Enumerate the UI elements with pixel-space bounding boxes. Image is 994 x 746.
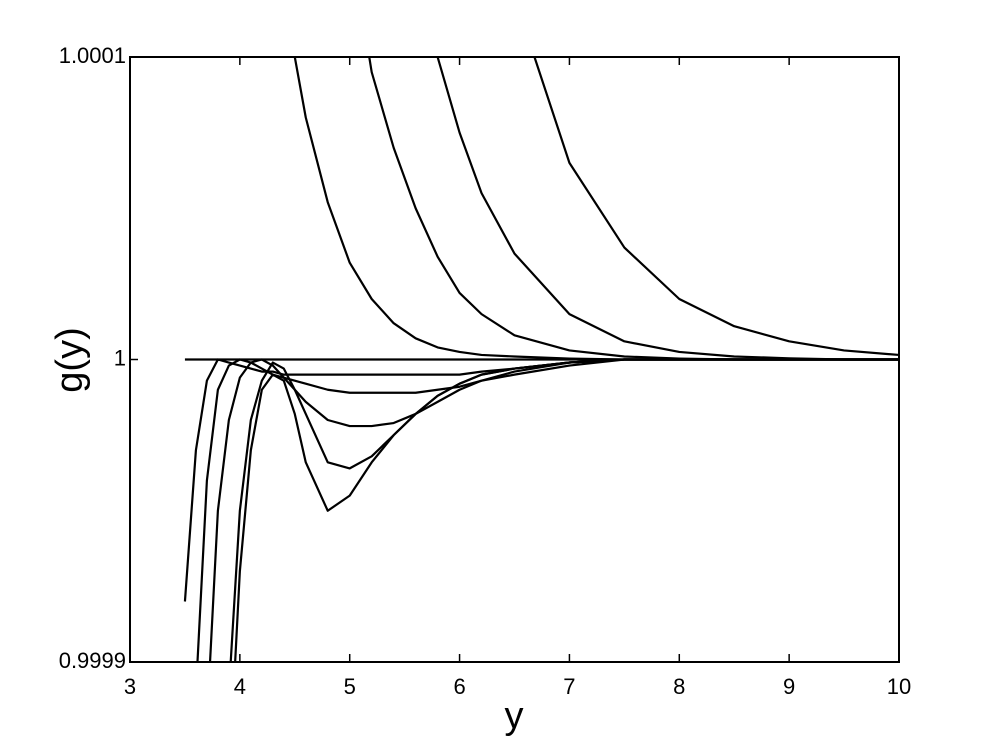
x-tick-label: 5 [344, 674, 356, 699]
curve [368, 57, 899, 361]
x-axis-title: y [505, 695, 524, 737]
x-tick-label: 10 [887, 674, 911, 699]
y-tick-label: 1 [114, 345, 126, 370]
x-tick-label: 6 [453, 674, 465, 699]
plot-lines [183, 57, 899, 662]
x-tick-label: 8 [673, 674, 685, 699]
y-tick-label: 1.0001 [59, 43, 126, 68]
x-tick-label: 4 [234, 674, 246, 699]
y-axis-title: g(y) [49, 327, 91, 392]
curve [436, 57, 899, 361]
x-tick-label: 7 [563, 674, 575, 699]
x-tick-label: 9 [783, 674, 795, 699]
y-tick-label: 0.9999 [59, 648, 126, 673]
x-tick-label: 3 [124, 674, 136, 699]
curve [533, 57, 899, 357]
